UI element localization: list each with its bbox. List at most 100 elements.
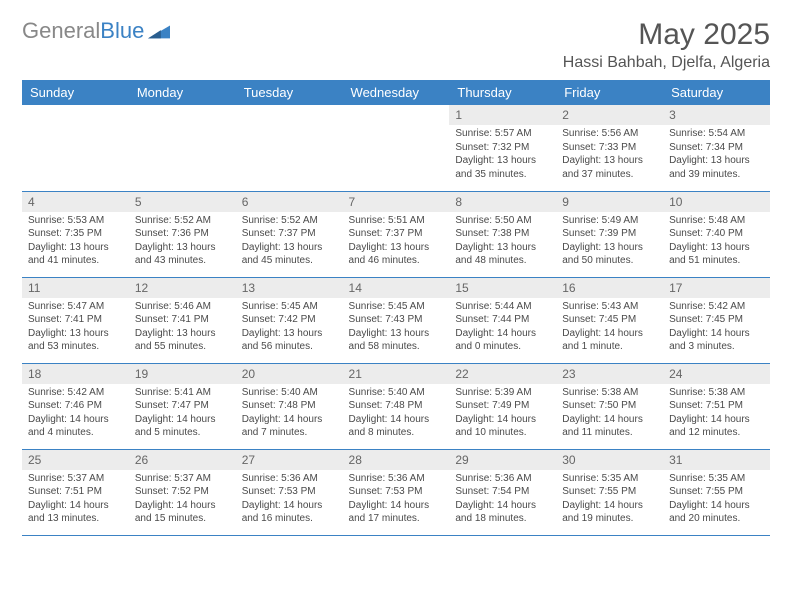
calendar-cell: 9Sunrise: 5:49 AM Sunset: 7:39 PM Daylig… (556, 191, 663, 277)
day-details: Sunrise: 5:36 AM Sunset: 7:54 PM Dayligh… (449, 472, 556, 530)
calendar-cell: 7Sunrise: 5:51 AM Sunset: 7:37 PM Daylig… (343, 191, 450, 277)
calendar-cell: 29Sunrise: 5:36 AM Sunset: 7:54 PM Dayli… (449, 449, 556, 535)
day-number: 18 (22, 364, 129, 384)
day-number: 7 (343, 192, 450, 212)
calendar-header: SundayMondayTuesdayWednesdayThursdayFrid… (22, 80, 770, 105)
day-number: 22 (449, 364, 556, 384)
weekday-header: Sunday (22, 80, 129, 105)
weekday-header: Saturday (663, 80, 770, 105)
calendar-cell: 27Sunrise: 5:36 AM Sunset: 7:53 PM Dayli… (236, 449, 343, 535)
title-block: May 2025 Hassi Bahbah, Djelfa, Algeria (563, 18, 770, 72)
day-number: 9 (556, 192, 663, 212)
day-details: Sunrise: 5:54 AM Sunset: 7:34 PM Dayligh… (663, 127, 770, 185)
day-number: 1 (449, 105, 556, 125)
weekday-header: Friday (556, 80, 663, 105)
calendar-cell: 12Sunrise: 5:46 AM Sunset: 7:41 PM Dayli… (129, 277, 236, 363)
calendar-cell: 6Sunrise: 5:52 AM Sunset: 7:37 PM Daylig… (236, 191, 343, 277)
calendar-cell: 13Sunrise: 5:45 AM Sunset: 7:42 PM Dayli… (236, 277, 343, 363)
calendar-cell: 4Sunrise: 5:53 AM Sunset: 7:35 PM Daylig… (22, 191, 129, 277)
calendar-cell: 17Sunrise: 5:42 AM Sunset: 7:45 PM Dayli… (663, 277, 770, 363)
day-details: Sunrise: 5:35 AM Sunset: 7:55 PM Dayligh… (556, 472, 663, 530)
day-details: Sunrise: 5:36 AM Sunset: 7:53 PM Dayligh… (236, 472, 343, 530)
location-label: Hassi Bahbah, Djelfa, Algeria (563, 54, 770, 72)
calendar-cell: 11Sunrise: 5:47 AM Sunset: 7:41 PM Dayli… (22, 277, 129, 363)
logo: GeneralBlue (22, 18, 170, 44)
weekday-header: Monday (129, 80, 236, 105)
day-number: 24 (663, 364, 770, 384)
day-number: 2 (556, 105, 663, 125)
day-details: Sunrise: 5:35 AM Sunset: 7:55 PM Dayligh… (663, 472, 770, 530)
day-details: Sunrise: 5:45 AM Sunset: 7:42 PM Dayligh… (236, 300, 343, 358)
day-number: 20 (236, 364, 343, 384)
day-number: 17 (663, 278, 770, 298)
day-number: 26 (129, 450, 236, 470)
calendar-cell: 30Sunrise: 5:35 AM Sunset: 7:55 PM Dayli… (556, 449, 663, 535)
calendar-cell (22, 105, 129, 191)
calendar-cell: 2Sunrise: 5:56 AM Sunset: 7:33 PM Daylig… (556, 105, 663, 191)
day-number: 19 (129, 364, 236, 384)
calendar-cell: 28Sunrise: 5:36 AM Sunset: 7:53 PM Dayli… (343, 449, 450, 535)
day-number: 6 (236, 192, 343, 212)
calendar-body: 1Sunrise: 5:57 AM Sunset: 7:32 PM Daylig… (22, 105, 770, 535)
day-number: 25 (22, 450, 129, 470)
calendar-cell: 23Sunrise: 5:38 AM Sunset: 7:50 PM Dayli… (556, 363, 663, 449)
calendar-cell (129, 105, 236, 191)
day-details: Sunrise: 5:44 AM Sunset: 7:44 PM Dayligh… (449, 300, 556, 358)
day-details: Sunrise: 5:40 AM Sunset: 7:48 PM Dayligh… (236, 386, 343, 444)
calendar-table: SundayMondayTuesdayWednesdayThursdayFrid… (22, 80, 770, 536)
day-number: 31 (663, 450, 770, 470)
calendar-cell: 24Sunrise: 5:38 AM Sunset: 7:51 PM Dayli… (663, 363, 770, 449)
day-details: Sunrise: 5:40 AM Sunset: 7:48 PM Dayligh… (343, 386, 450, 444)
day-details: Sunrise: 5:53 AM Sunset: 7:35 PM Dayligh… (22, 214, 129, 272)
calendar-cell: 18Sunrise: 5:42 AM Sunset: 7:46 PM Dayli… (22, 363, 129, 449)
day-details: Sunrise: 5:48 AM Sunset: 7:40 PM Dayligh… (663, 214, 770, 272)
day-number: 3 (663, 105, 770, 125)
day-details: Sunrise: 5:51 AM Sunset: 7:37 PM Dayligh… (343, 214, 450, 272)
day-details: Sunrise: 5:50 AM Sunset: 7:38 PM Dayligh… (449, 214, 556, 272)
logo-part2: Blue (100, 18, 144, 43)
logo-text: GeneralBlue (22, 18, 144, 44)
calendar-cell: 1Sunrise: 5:57 AM Sunset: 7:32 PM Daylig… (449, 105, 556, 191)
day-number: 4 (22, 192, 129, 212)
day-number: 28 (343, 450, 450, 470)
calendar-cell: 22Sunrise: 5:39 AM Sunset: 7:49 PM Dayli… (449, 363, 556, 449)
calendar-cell: 5Sunrise: 5:52 AM Sunset: 7:36 PM Daylig… (129, 191, 236, 277)
weekday-header: Thursday (449, 80, 556, 105)
day-number: 10 (663, 192, 770, 212)
day-number: 27 (236, 450, 343, 470)
day-details: Sunrise: 5:56 AM Sunset: 7:33 PM Dayligh… (556, 127, 663, 185)
day-number: 12 (129, 278, 236, 298)
day-details: Sunrise: 5:57 AM Sunset: 7:32 PM Dayligh… (449, 127, 556, 185)
day-details: Sunrise: 5:42 AM Sunset: 7:46 PM Dayligh… (22, 386, 129, 444)
day-number: 23 (556, 364, 663, 384)
calendar-cell: 3Sunrise: 5:54 AM Sunset: 7:34 PM Daylig… (663, 105, 770, 191)
day-details: Sunrise: 5:37 AM Sunset: 7:52 PM Dayligh… (129, 472, 236, 530)
day-details: Sunrise: 5:38 AM Sunset: 7:50 PM Dayligh… (556, 386, 663, 444)
logo-triangle-icon (148, 23, 170, 39)
calendar-cell: 31Sunrise: 5:35 AM Sunset: 7:55 PM Dayli… (663, 449, 770, 535)
calendar-row: 11Sunrise: 5:47 AM Sunset: 7:41 PM Dayli… (22, 277, 770, 363)
day-number: 8 (449, 192, 556, 212)
weekday-header: Tuesday (236, 80, 343, 105)
calendar-cell: 26Sunrise: 5:37 AM Sunset: 7:52 PM Dayli… (129, 449, 236, 535)
weekday-header: Wednesday (343, 80, 450, 105)
calendar-cell: 21Sunrise: 5:40 AM Sunset: 7:48 PM Dayli… (343, 363, 450, 449)
day-details: Sunrise: 5:36 AM Sunset: 7:53 PM Dayligh… (343, 472, 450, 530)
day-details: Sunrise: 5:41 AM Sunset: 7:47 PM Dayligh… (129, 386, 236, 444)
calendar-cell: 20Sunrise: 5:40 AM Sunset: 7:48 PM Dayli… (236, 363, 343, 449)
calendar-cell: 19Sunrise: 5:41 AM Sunset: 7:47 PM Dayli… (129, 363, 236, 449)
day-number: 21 (343, 364, 450, 384)
logo-part1: General (22, 18, 100, 43)
day-number: 5 (129, 192, 236, 212)
calendar-cell (236, 105, 343, 191)
calendar-cell: 16Sunrise: 5:43 AM Sunset: 7:45 PM Dayli… (556, 277, 663, 363)
day-details: Sunrise: 5:45 AM Sunset: 7:43 PM Dayligh… (343, 300, 450, 358)
day-number: 14 (343, 278, 450, 298)
day-number: 13 (236, 278, 343, 298)
day-details: Sunrise: 5:43 AM Sunset: 7:45 PM Dayligh… (556, 300, 663, 358)
calendar-row: 1Sunrise: 5:57 AM Sunset: 7:32 PM Daylig… (22, 105, 770, 191)
calendar-cell: 15Sunrise: 5:44 AM Sunset: 7:44 PM Dayli… (449, 277, 556, 363)
calendar-cell: 8Sunrise: 5:50 AM Sunset: 7:38 PM Daylig… (449, 191, 556, 277)
day-details: Sunrise: 5:38 AM Sunset: 7:51 PM Dayligh… (663, 386, 770, 444)
day-number: 11 (22, 278, 129, 298)
